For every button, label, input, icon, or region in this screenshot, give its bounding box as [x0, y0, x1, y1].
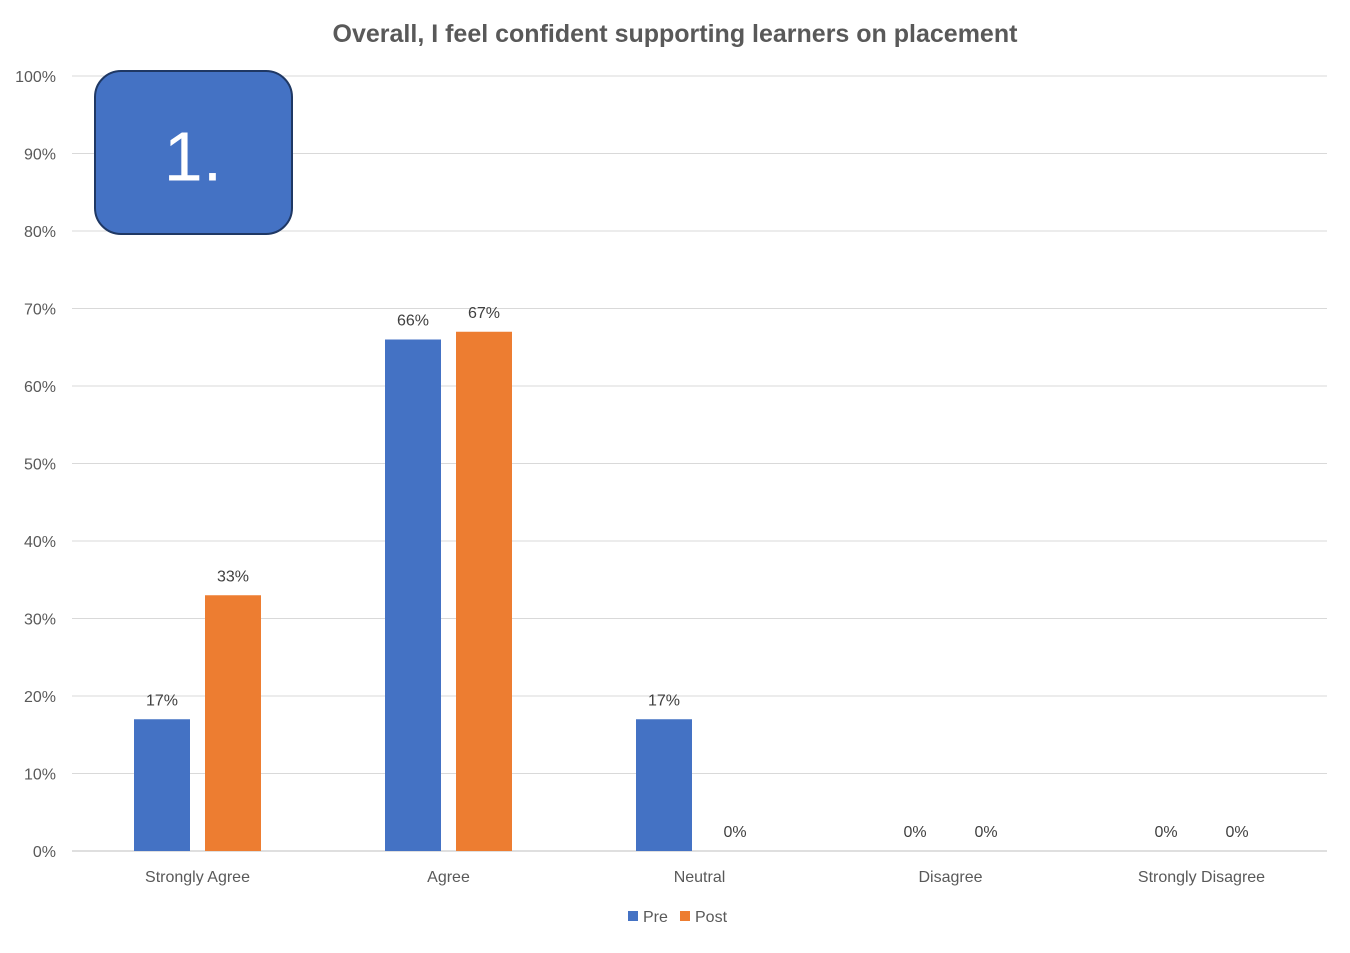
y-axis-ticks: 0% 10% 20% 30% 40% 50% 60% 70% 80% 90% 100% — [15, 69, 56, 861]
bar-pre — [385, 339, 441, 851]
legend-swatch-pre — [628, 911, 638, 921]
bar-post — [205, 595, 261, 851]
y-tick-label: 20% — [24, 689, 56, 706]
y-tick-label: 100% — [15, 69, 56, 86]
data-label: 17% — [146, 692, 178, 709]
legend-label-post: Post — [695, 909, 728, 926]
y-tick-label: 0% — [33, 844, 56, 861]
y-tick-label: 70% — [24, 302, 56, 319]
legend: Pre Post — [628, 909, 728, 926]
data-label: 0% — [1225, 824, 1248, 841]
badge-label: 1. — [164, 117, 222, 195]
data-label: 0% — [723, 824, 746, 841]
data-label: 33% — [217, 568, 249, 585]
y-tick-label: 30% — [24, 612, 56, 629]
data-label: 67% — [468, 305, 500, 322]
bars — [134, 331, 692, 851]
y-tick-label: 10% — [24, 767, 56, 784]
bar-post — [456, 331, 512, 851]
x-category-label: Strongly Agree — [145, 869, 250, 886]
bar-pre — [134, 719, 190, 851]
data-label: 66% — [397, 313, 429, 330]
x-category-label: Agree — [427, 869, 470, 886]
y-tick-label: 60% — [24, 379, 56, 396]
y-tick-label: 50% — [24, 457, 56, 474]
data-label: 0% — [1154, 824, 1177, 841]
badge-box — [94, 70, 293, 235]
data-label: 17% — [648, 692, 680, 709]
legend-label-pre: Pre — [643, 909, 668, 926]
x-category-label: Strongly Disagree — [1138, 869, 1265, 886]
chart-title: Overall, I feel confident supporting lea… — [333, 20, 1019, 48]
y-tick-label: 90% — [24, 147, 56, 164]
number-badge: 1. — [94, 70, 293, 235]
data-label: 0% — [903, 824, 926, 841]
data-labels: 17% 33% 66% 67% 17% 0% 0% 0% 0% 0% — [146, 305, 1249, 841]
x-category-label: Neutral — [674, 869, 726, 886]
legend-swatch-post — [680, 911, 690, 921]
data-label: 0% — [974, 824, 997, 841]
x-axis-categories: Strongly Agree Agree Neutral Disagree Strong… — [145, 869, 1265, 886]
y-tick-label: 40% — [24, 534, 56, 551]
y-tick-label: 80% — [24, 224, 56, 241]
bar-pre — [636, 719, 692, 851]
x-category-label: Disagree — [918, 869, 982, 886]
